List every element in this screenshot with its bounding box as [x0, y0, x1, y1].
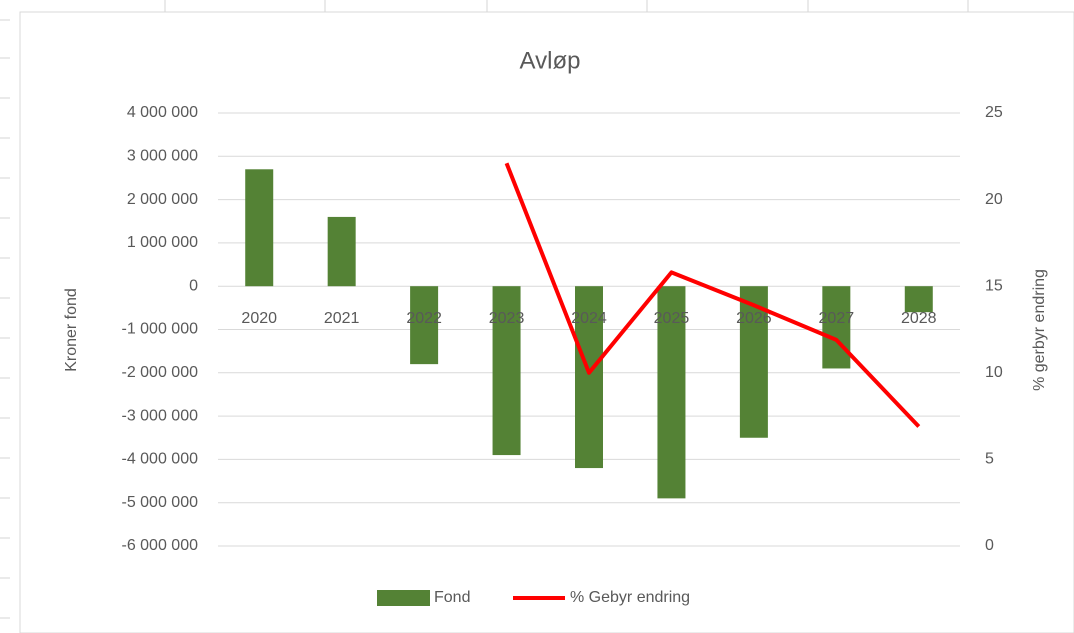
y2-tick-label: 20 [985, 191, 1003, 208]
y2-tick-label: 5 [985, 451, 994, 468]
y2-tick-label: 10 [985, 364, 1003, 381]
bar [245, 169, 274, 287]
x-tick-label: 2021 [324, 310, 360, 327]
chart-title: Avløp [520, 47, 581, 74]
y-tick-label: -6 000 000 [121, 537, 198, 554]
x-tick-label: 2024 [571, 310, 607, 327]
bar [904, 286, 933, 313]
bar [327, 216, 356, 287]
y-tick-label: -3 000 000 [121, 407, 198, 424]
y2-tick-label: 0 [985, 537, 994, 554]
x-tick-label: 2023 [489, 310, 525, 327]
y-tick-label: -4 000 000 [121, 451, 198, 468]
bar [575, 286, 603, 469]
bar [822, 286, 851, 369]
y2-axis-label: % gerbyr endring [1031, 269, 1048, 391]
y-axis-label: Kroner fond [63, 288, 80, 372]
y-tick-label: -2 000 000 [121, 364, 198, 381]
y-tick-label: 4 000 000 [127, 104, 198, 121]
y2-tick-label: 25 [985, 104, 1003, 121]
y-tick-label: -1 000 000 [121, 321, 198, 338]
y-tick-label: 0 [189, 277, 198, 294]
bar [657, 286, 686, 499]
x-tick-label: 2020 [241, 310, 277, 327]
legend-label: % Gebyr endring [570, 589, 690, 606]
y-tick-label: 2 000 000 [127, 191, 198, 208]
legend-swatch [377, 590, 430, 606]
bar [739, 286, 768, 438]
x-tick-label: 2027 [819, 310, 855, 327]
bar [492, 286, 521, 456]
x-tick-label: 2026 [736, 310, 772, 327]
legend-label: Fond [434, 589, 470, 606]
x-tick-label: 2028 [901, 310, 937, 327]
y-tick-label: 3 000 000 [127, 148, 198, 165]
y-tick-label: -5 000 000 [121, 494, 198, 511]
x-tick-label: 2025 [654, 310, 690, 327]
bar [410, 286, 439, 365]
line [504, 162, 921, 428]
y-tick-label: 1 000 000 [127, 234, 198, 251]
x-tick-label: 2022 [406, 310, 442, 327]
y2-tick-label: 15 [985, 277, 1003, 294]
